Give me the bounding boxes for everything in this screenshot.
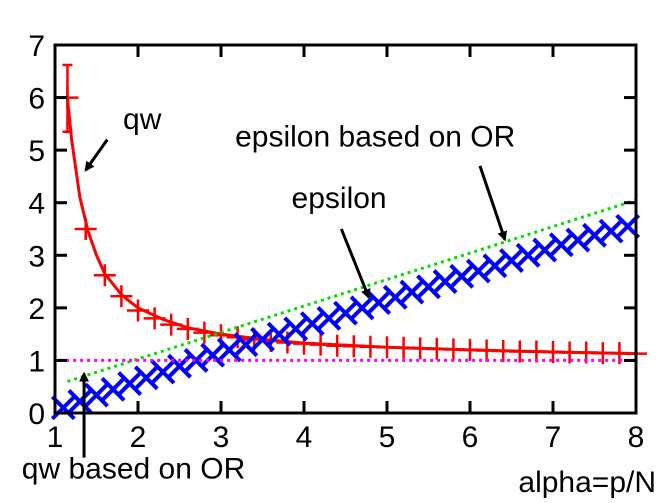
epsilon-x-marker: [266, 321, 292, 347]
epsilon-based-on-OR-annotation: epsilon based on OR: [235, 120, 515, 153]
x-tick-label: 4: [296, 421, 313, 454]
epsilon-based-on-OR-arrow: [478, 165, 508, 242]
epsilon-x-marker: [117, 371, 143, 396]
series-layer: [50, 63, 647, 421]
y-tick-label: 1: [28, 345, 45, 378]
qw-plus-marker: [127, 299, 149, 322]
y-tick-label: 5: [28, 135, 45, 168]
epsilon-x-marker: [382, 284, 408, 310]
epsilon-x-marker: [233, 332, 259, 358]
epsilon-x-marker: [100, 376, 126, 402]
epsilon-x-marker: [333, 300, 358, 326]
plot-frame: [53, 43, 638, 415]
x-axis-label: alpha=p/N: [518, 466, 656, 499]
epsilon-x-marker: [349, 295, 375, 321]
y-tick-label: 3: [28, 240, 45, 273]
epsilon-x-marker: [416, 274, 441, 300]
qw-based-on-OR-annotation: qw based on OR: [22, 453, 245, 486]
x-tick-label: 8: [628, 421, 645, 454]
epsilon-based-on-OR-line: [66, 198, 637, 383]
series-qw-simulation: [56, 63, 647, 365]
epsilon-x-marker: [283, 316, 309, 342]
qw-plus-marker: [93, 264, 116, 287]
x-tick-label: 7: [545, 421, 562, 454]
y-tick-label: 6: [28, 83, 45, 116]
epsilon-annotation: epsilon: [292, 182, 387, 215]
epsilon-x-marker: [449, 263, 475, 289]
epsilon-x-marker: [183, 348, 209, 373]
qw-plus-marker: [160, 313, 183, 336]
series-epsilon: [50, 213, 641, 421]
x-tick-label: 5: [379, 421, 396, 454]
epsilon-x-marker: [150, 359, 176, 385]
x-tick-label: 6: [462, 421, 479, 454]
epsilon-x-marker: [399, 279, 425, 305]
epsilon-arrow: [339, 228, 371, 300]
epsilon-x-marker: [67, 389, 93, 414]
epsilon-x-marker: [299, 311, 325, 337]
epsilon-x-marker: [250, 326, 275, 352]
qw-plus-marker: [74, 218, 97, 240]
epsilon-x-marker: [316, 305, 342, 331]
qw-plus-marker: [176, 317, 199, 340]
qw-arrow: [84, 138, 109, 172]
qw-plus-marker: [143, 307, 166, 330]
epsilon-x-marker: [499, 248, 524, 273]
epsilon-x-marker: [84, 382, 109, 408]
epsilon-x-marker: [482, 253, 508, 279]
epsilon-x-marker: [366, 290, 392, 316]
x-tick-label: 1: [47, 421, 64, 454]
epsilon-x-marker: [432, 269, 458, 294]
x-tick-label: 3: [213, 421, 230, 454]
epsilon-x-marker: [200, 342, 226, 368]
epsilon-x-marker: [133, 365, 159, 391]
epsilon-x-marker: [216, 337, 242, 363]
epsilon-x-marker: [465, 258, 491, 284]
epsilon-x-marker: [532, 237, 558, 263]
annotations: qw epsilon based on OR epsilon qw based on …: [22, 103, 515, 486]
y-tick-label: 0: [28, 398, 45, 431]
qw-annotation: qw: [123, 103, 162, 136]
y-tick-label: 4: [28, 188, 45, 221]
qw-plus-marker: [110, 285, 133, 308]
y-tick-label: 2: [28, 293, 45, 326]
y-tick-label: 7: [28, 30, 45, 63]
epsilon-x-marker: [167, 353, 192, 379]
x-tick-label: 2: [130, 421, 147, 454]
qw-plus-marker: [193, 321, 216, 344]
series-epsilon-based-on-OR: [66, 198, 637, 383]
epsilon-x-marker: [515, 242, 541, 268]
